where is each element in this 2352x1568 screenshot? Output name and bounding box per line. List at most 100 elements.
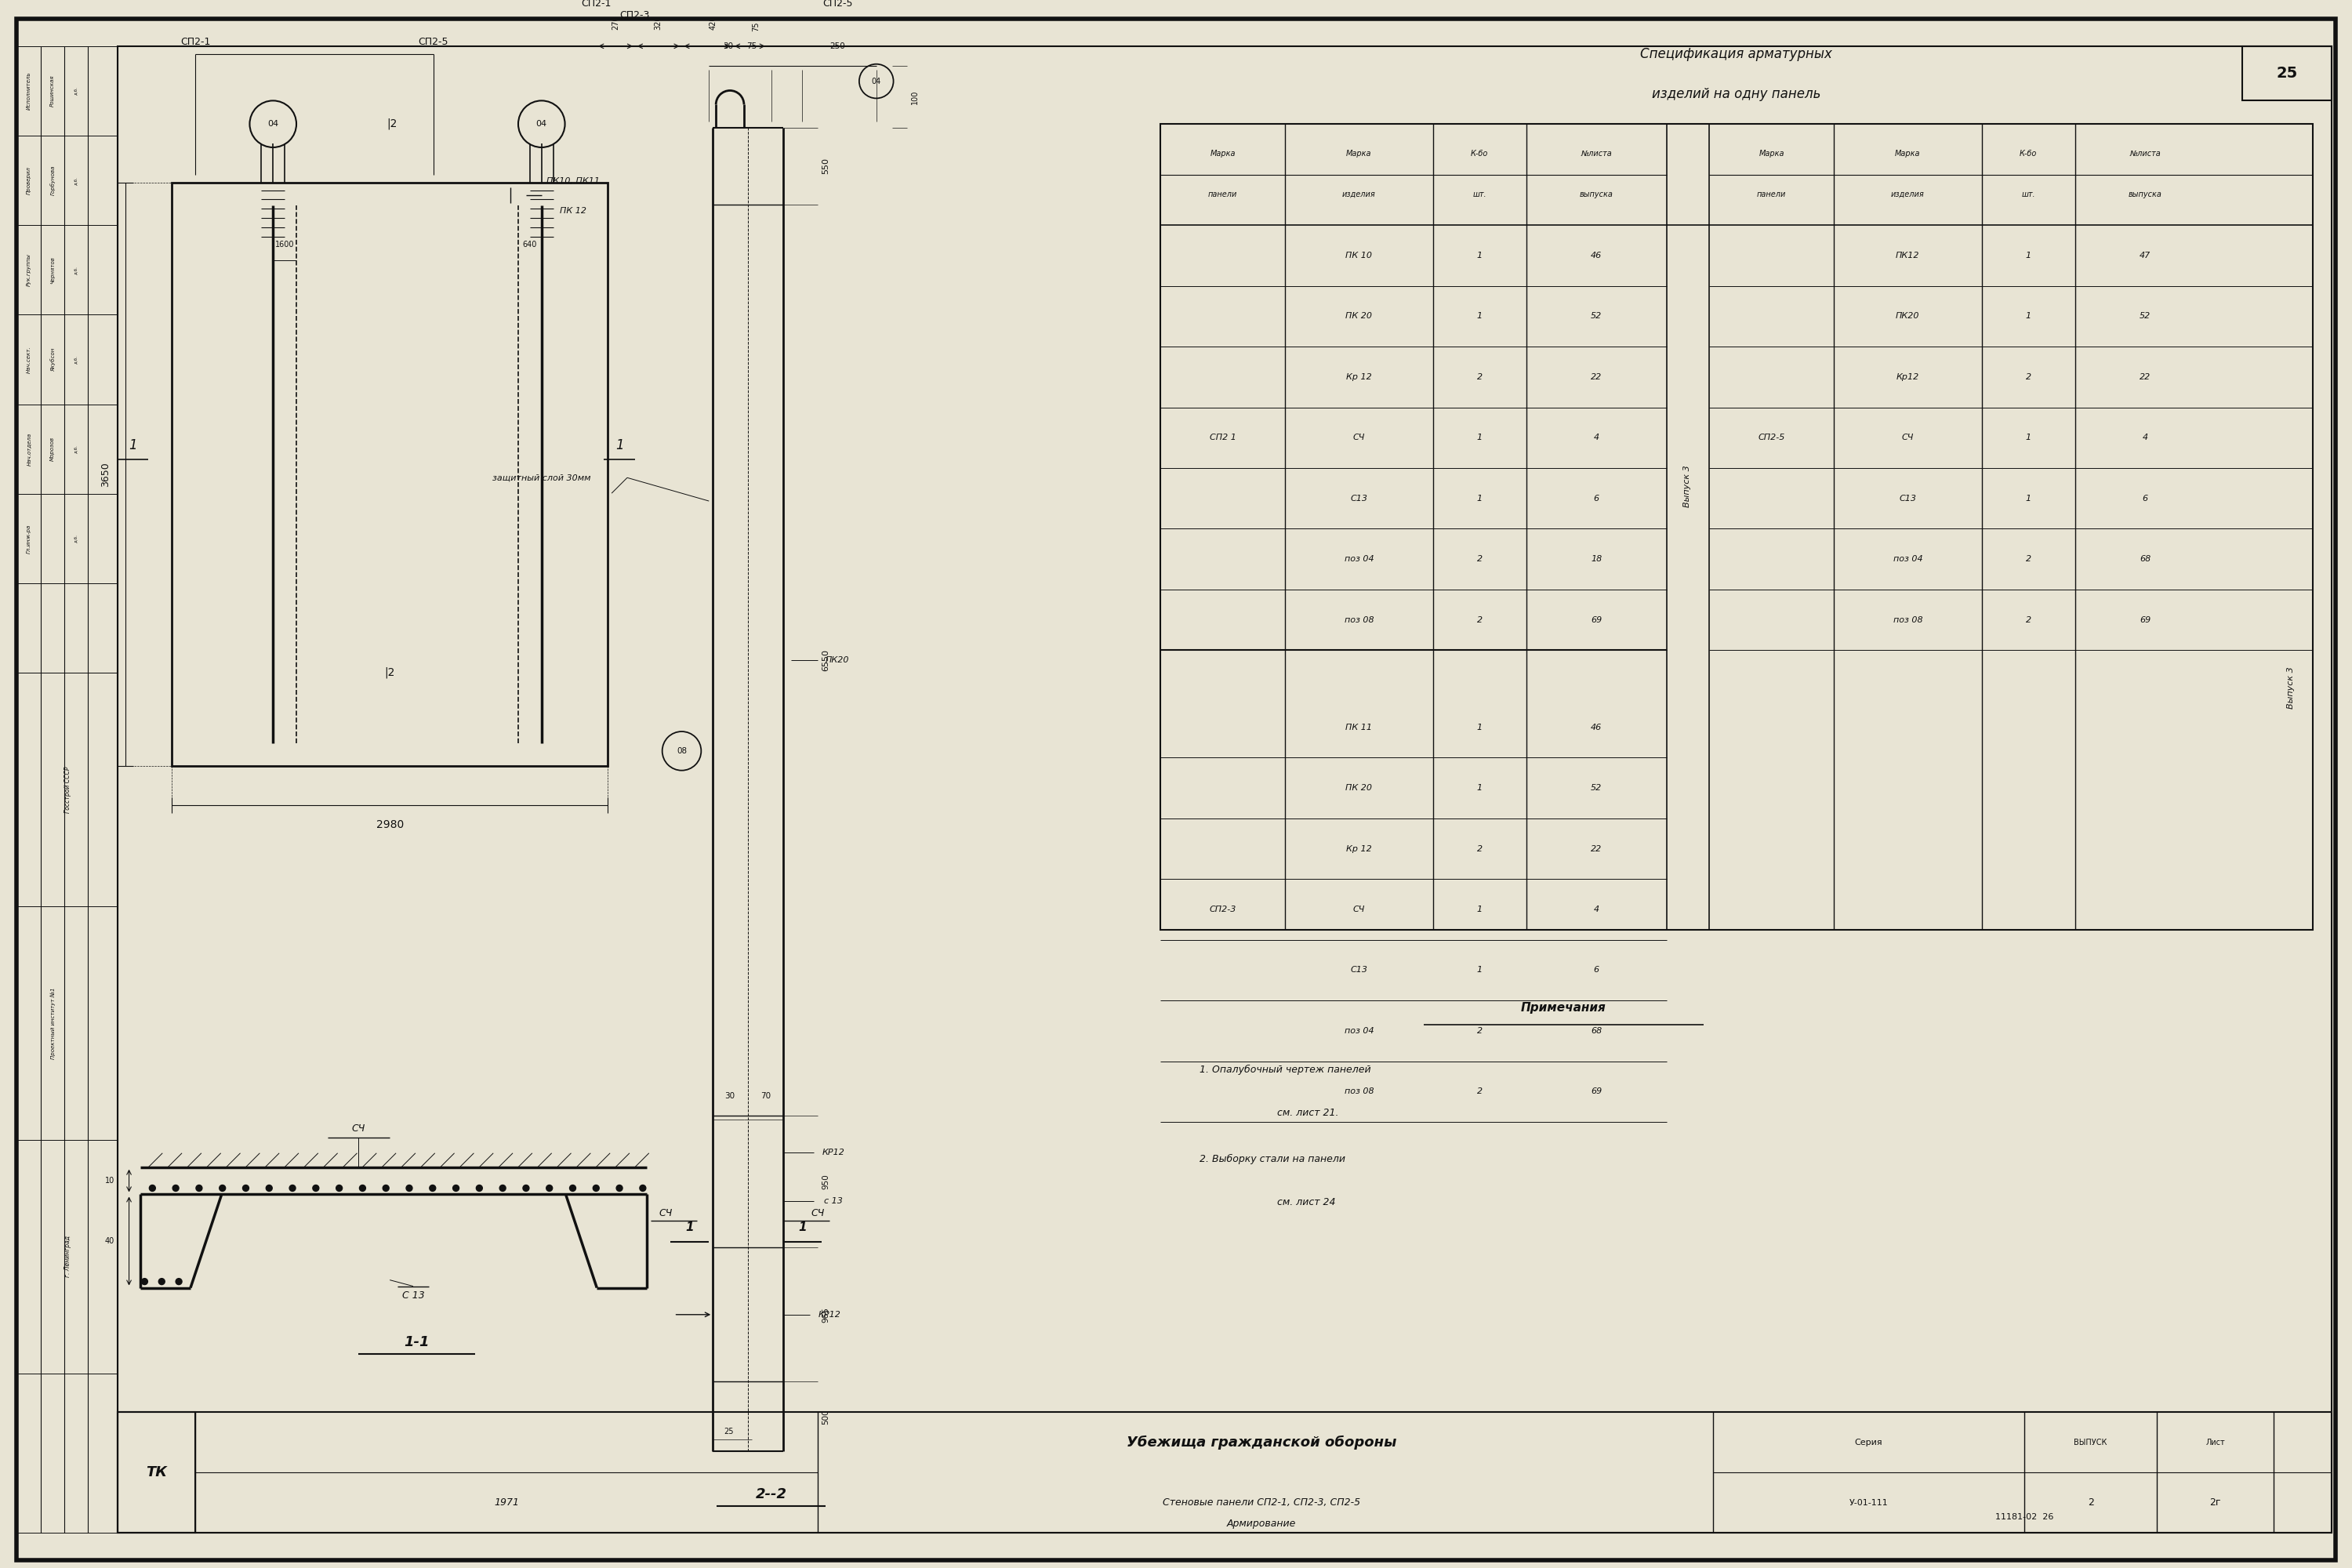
Text: изделия: изделия (1343, 190, 1376, 198)
Text: 6: 6 (2143, 494, 2147, 502)
Text: К-бо: К-бо (1470, 149, 1489, 157)
Text: 1. Опалубочный чертеж панелей: 1. Опалубочный чертеж панелей (1200, 1065, 1371, 1076)
Text: ТК: ТК (146, 1466, 167, 1480)
Text: 2: 2 (2025, 555, 2032, 563)
Text: ПК 11: ПК 11 (1345, 723, 1371, 731)
Text: 69: 69 (1590, 1088, 1602, 1096)
Text: 4: 4 (1595, 434, 1599, 442)
Bar (118, 1413, 195, 1534)
Text: 2: 2 (2089, 1497, 2093, 1508)
Bar (1160, 124, 2312, 930)
Text: шт.: шт. (1472, 190, 1486, 198)
Text: 04: 04 (268, 121, 278, 129)
Bar (2241, 45, 2331, 100)
Text: СЧ: СЧ (1352, 434, 1364, 442)
Text: СП2-1: СП2-1 (581, 0, 612, 8)
Text: 22: 22 (2140, 373, 2150, 381)
Text: |2: |2 (386, 118, 397, 130)
Text: ПК10, ПК11: ПК10, ПК11 (546, 177, 600, 185)
Text: защитный слой 30мм: защитный слой 30мм (492, 474, 590, 481)
Text: с 13: с 13 (823, 1198, 842, 1206)
Text: Марка: Марка (1345, 149, 1371, 157)
Text: поз 04: поз 04 (1345, 555, 1374, 563)
Text: 4: 4 (1595, 906, 1599, 914)
Text: 68: 68 (2140, 555, 2150, 563)
Text: Лист: Лист (2206, 1438, 2225, 1446)
Text: д.б.: д.б. (75, 176, 78, 185)
Text: 52: 52 (1590, 784, 1602, 792)
Circle shape (313, 1185, 320, 1192)
Text: 965: 965 (821, 1306, 830, 1322)
Text: С13: С13 (1350, 966, 1367, 974)
Text: 75: 75 (746, 42, 757, 50)
Text: Морозов: Морозов (49, 437, 54, 461)
Text: выпуска: выпуска (2129, 190, 2161, 198)
Text: 1: 1 (684, 1221, 694, 1234)
Circle shape (172, 1185, 179, 1192)
Circle shape (640, 1185, 647, 1192)
Text: Рук.группы: Рук.группы (26, 254, 31, 287)
Text: Горбунова: Горбунова (49, 165, 56, 196)
Text: 75: 75 (753, 22, 760, 31)
Text: 1: 1 (1477, 906, 1482, 914)
Text: 30: 30 (724, 1091, 736, 1099)
Text: К-бо: К-бо (2020, 149, 2037, 157)
Text: Нач.отдела: Нач.отдела (26, 433, 31, 466)
Text: 1: 1 (616, 437, 623, 452)
Text: С13: С13 (1898, 494, 1917, 502)
Circle shape (522, 1185, 529, 1192)
Text: №листа: №листа (2129, 149, 2161, 157)
Text: поз 08: поз 08 (1345, 616, 1374, 624)
Text: 22: 22 (1590, 845, 1602, 853)
Text: 08: 08 (677, 746, 687, 754)
Text: 10: 10 (106, 1178, 115, 1185)
Text: выпуска: выпуска (1581, 190, 1613, 198)
Text: СП2-5: СП2-5 (823, 0, 851, 8)
Circle shape (289, 1185, 296, 1192)
Circle shape (616, 1185, 623, 1192)
Text: д.б.: д.б. (75, 86, 78, 96)
Text: СП2-3: СП2-3 (621, 9, 649, 20)
Text: 2: 2 (1477, 1088, 1482, 1096)
Circle shape (569, 1185, 576, 1192)
Circle shape (454, 1185, 459, 1192)
Text: Спецификация арматурных: Спецификация арматурных (1639, 47, 1832, 61)
Circle shape (336, 1185, 343, 1192)
Circle shape (242, 1185, 249, 1192)
Text: панели: панели (1209, 190, 1237, 198)
Text: 11181-02  26: 11181-02 26 (1994, 1513, 2053, 1521)
Text: 25: 25 (724, 1428, 734, 1436)
Text: 69: 69 (1590, 616, 1602, 624)
Text: Марка: Марка (1209, 149, 1235, 157)
Text: 1: 1 (1477, 434, 1482, 442)
Text: |2: |2 (383, 666, 395, 679)
Text: 500: 500 (821, 1408, 830, 1424)
Text: ПК 20: ПК 20 (1345, 312, 1371, 320)
Text: 1: 1 (1477, 251, 1482, 259)
Bar (172, 182, 607, 767)
Circle shape (593, 1185, 600, 1192)
Text: 100: 100 (910, 89, 920, 103)
Text: ПК 10: ПК 10 (1345, 251, 1371, 259)
Text: 6550: 6550 (821, 649, 830, 671)
Text: СП2-3: СП2-3 (1209, 906, 1237, 914)
Circle shape (475, 1185, 482, 1192)
Text: Исполнитель: Исполнитель (26, 72, 31, 110)
Text: 6: 6 (1595, 966, 1599, 974)
Text: СП2 1: СП2 1 (1209, 434, 1237, 442)
Circle shape (360, 1185, 365, 1192)
Circle shape (266, 1185, 273, 1192)
Text: Стеновые панели СП2-1, СП2-3, СП2-5: Стеновые панели СП2-1, СП2-3, СП2-5 (1162, 1497, 1359, 1508)
Text: 1: 1 (1477, 494, 1482, 502)
Text: №листа: №листа (1581, 149, 1611, 157)
Text: 46: 46 (1590, 723, 1602, 731)
Text: 1: 1 (797, 1221, 807, 1234)
Text: 1: 1 (2025, 434, 2032, 442)
Text: ПК 12: ПК 12 (560, 207, 586, 215)
Text: шт.: шт. (2020, 190, 2034, 198)
Circle shape (195, 1185, 202, 1192)
Text: изделий на одну панель: изделий на одну панель (1651, 88, 1820, 102)
Text: СЧ: СЧ (1903, 434, 1915, 442)
Text: СЧ: СЧ (353, 1123, 365, 1134)
Text: 1: 1 (1477, 966, 1482, 974)
